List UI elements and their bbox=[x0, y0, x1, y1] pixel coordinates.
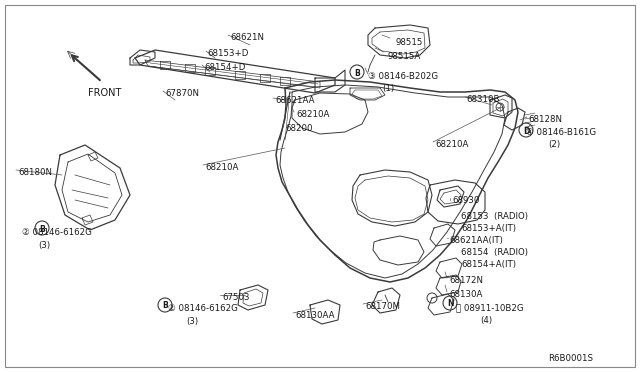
Text: ③ 08146-B202G: ③ 08146-B202G bbox=[368, 72, 438, 81]
Text: 68200: 68200 bbox=[285, 124, 312, 133]
Text: (3): (3) bbox=[186, 317, 198, 326]
Text: 67503: 67503 bbox=[222, 293, 250, 302]
Text: 68128N: 68128N bbox=[528, 115, 562, 124]
Text: 68621AA(IT): 68621AA(IT) bbox=[449, 236, 503, 245]
Text: B: B bbox=[39, 224, 45, 234]
Text: 68210A: 68210A bbox=[296, 110, 330, 119]
Text: R6B0001S: R6B0001S bbox=[548, 354, 593, 363]
Text: FRONT: FRONT bbox=[88, 88, 122, 98]
Text: B: B bbox=[354, 68, 360, 77]
Text: 68154  (RADIO): 68154 (RADIO) bbox=[461, 248, 528, 257]
Text: 68621AA: 68621AA bbox=[275, 96, 314, 105]
Text: 68310B: 68310B bbox=[466, 95, 499, 104]
Text: 68153  (RADIO): 68153 (RADIO) bbox=[461, 212, 528, 221]
Text: (2): (2) bbox=[548, 140, 560, 149]
Text: (3): (3) bbox=[38, 241, 50, 250]
Text: 68153+A(IT): 68153+A(IT) bbox=[461, 224, 516, 233]
Text: (4): (4) bbox=[480, 316, 492, 325]
Text: Ⓝ 08911-10B2G: Ⓝ 08911-10B2G bbox=[456, 303, 524, 312]
Text: 68130A: 68130A bbox=[449, 290, 483, 299]
Text: 68210A: 68210A bbox=[205, 163, 238, 172]
Text: (1): (1) bbox=[382, 84, 394, 93]
Text: 98515: 98515 bbox=[395, 38, 422, 47]
Text: 68621N: 68621N bbox=[230, 33, 264, 42]
Text: 68210A: 68210A bbox=[435, 140, 468, 149]
Text: 68170M: 68170M bbox=[365, 302, 400, 311]
Text: B: B bbox=[162, 301, 168, 311]
Text: N: N bbox=[447, 299, 453, 308]
Text: 68153+D: 68153+D bbox=[207, 49, 248, 58]
Text: 68930: 68930 bbox=[452, 196, 479, 205]
Text: ④ 08146-B161G: ④ 08146-B161G bbox=[526, 128, 596, 137]
Text: 68172N: 68172N bbox=[449, 276, 483, 285]
Text: ② 08146-6162G: ② 08146-6162G bbox=[22, 228, 92, 237]
Text: ② 08146-6162G: ② 08146-6162G bbox=[168, 304, 238, 313]
Text: D: D bbox=[523, 126, 529, 135]
Text: 68154+A(IT): 68154+A(IT) bbox=[461, 260, 516, 269]
Text: 68154+D: 68154+D bbox=[204, 63, 245, 72]
Text: 98515A: 98515A bbox=[388, 52, 421, 61]
Text: 68180N: 68180N bbox=[18, 168, 52, 177]
Text: 68130AA: 68130AA bbox=[295, 311, 335, 320]
Text: 67870N: 67870N bbox=[165, 89, 199, 98]
